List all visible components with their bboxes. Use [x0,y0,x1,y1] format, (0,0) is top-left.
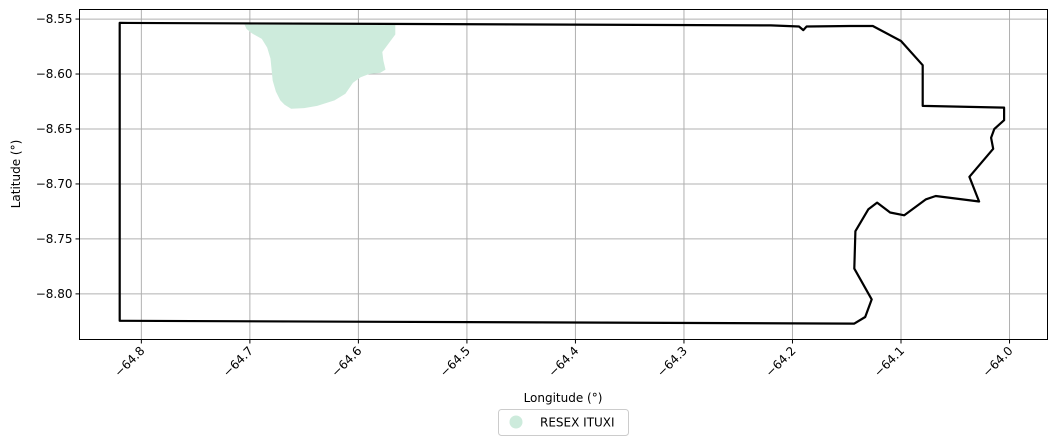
x-tick-label: −64.4 [546,344,582,380]
y-axis-ticks: −8.55 −8.60 −8.65 −8.70 −8.75 −8.80 [36,12,80,301]
x-tick-label: −64.5 [437,344,473,380]
legend: RESEX ITUXI [498,409,629,436]
legend-box [498,409,629,436]
legend-marker-circle [509,415,523,429]
x-axis-label: Longitude (°) [524,391,603,405]
x-tick-label: −64.7 [220,344,256,380]
y-axis-label: Latitude (°) [9,140,23,209]
x-tick-label: −64.2 [763,344,799,380]
resex-ituxi-area [244,24,396,109]
y-tick-label: −8.55 [36,12,73,26]
plot-area [79,9,1048,340]
municipality-boundary [118,21,1006,325]
y-tick-label: −8.80 [36,287,73,301]
plot-frame [79,9,1048,340]
y-tick-label: −8.75 [36,232,73,246]
x-tick-label: −64.8 [112,344,148,380]
x-tick-label: −64.3 [654,344,690,380]
y-tick-label: −8.70 [36,177,73,191]
legend-entry-label: RESEX ITUXI [540,416,615,430]
y-tick-label: −8.65 [36,122,73,136]
grid-lines [79,9,1048,340]
x-tick-label: −64.1 [871,344,907,380]
x-tick-label: −64.0 [980,344,1016,380]
y-tick-label: −8.60 [36,67,73,81]
x-tick-label: −64.6 [329,344,365,380]
x-axis-ticks: −64.8 −64.7 −64.6 −64.5 −64.4 −64.3 −64.2 −64.1… [112,339,1016,380]
